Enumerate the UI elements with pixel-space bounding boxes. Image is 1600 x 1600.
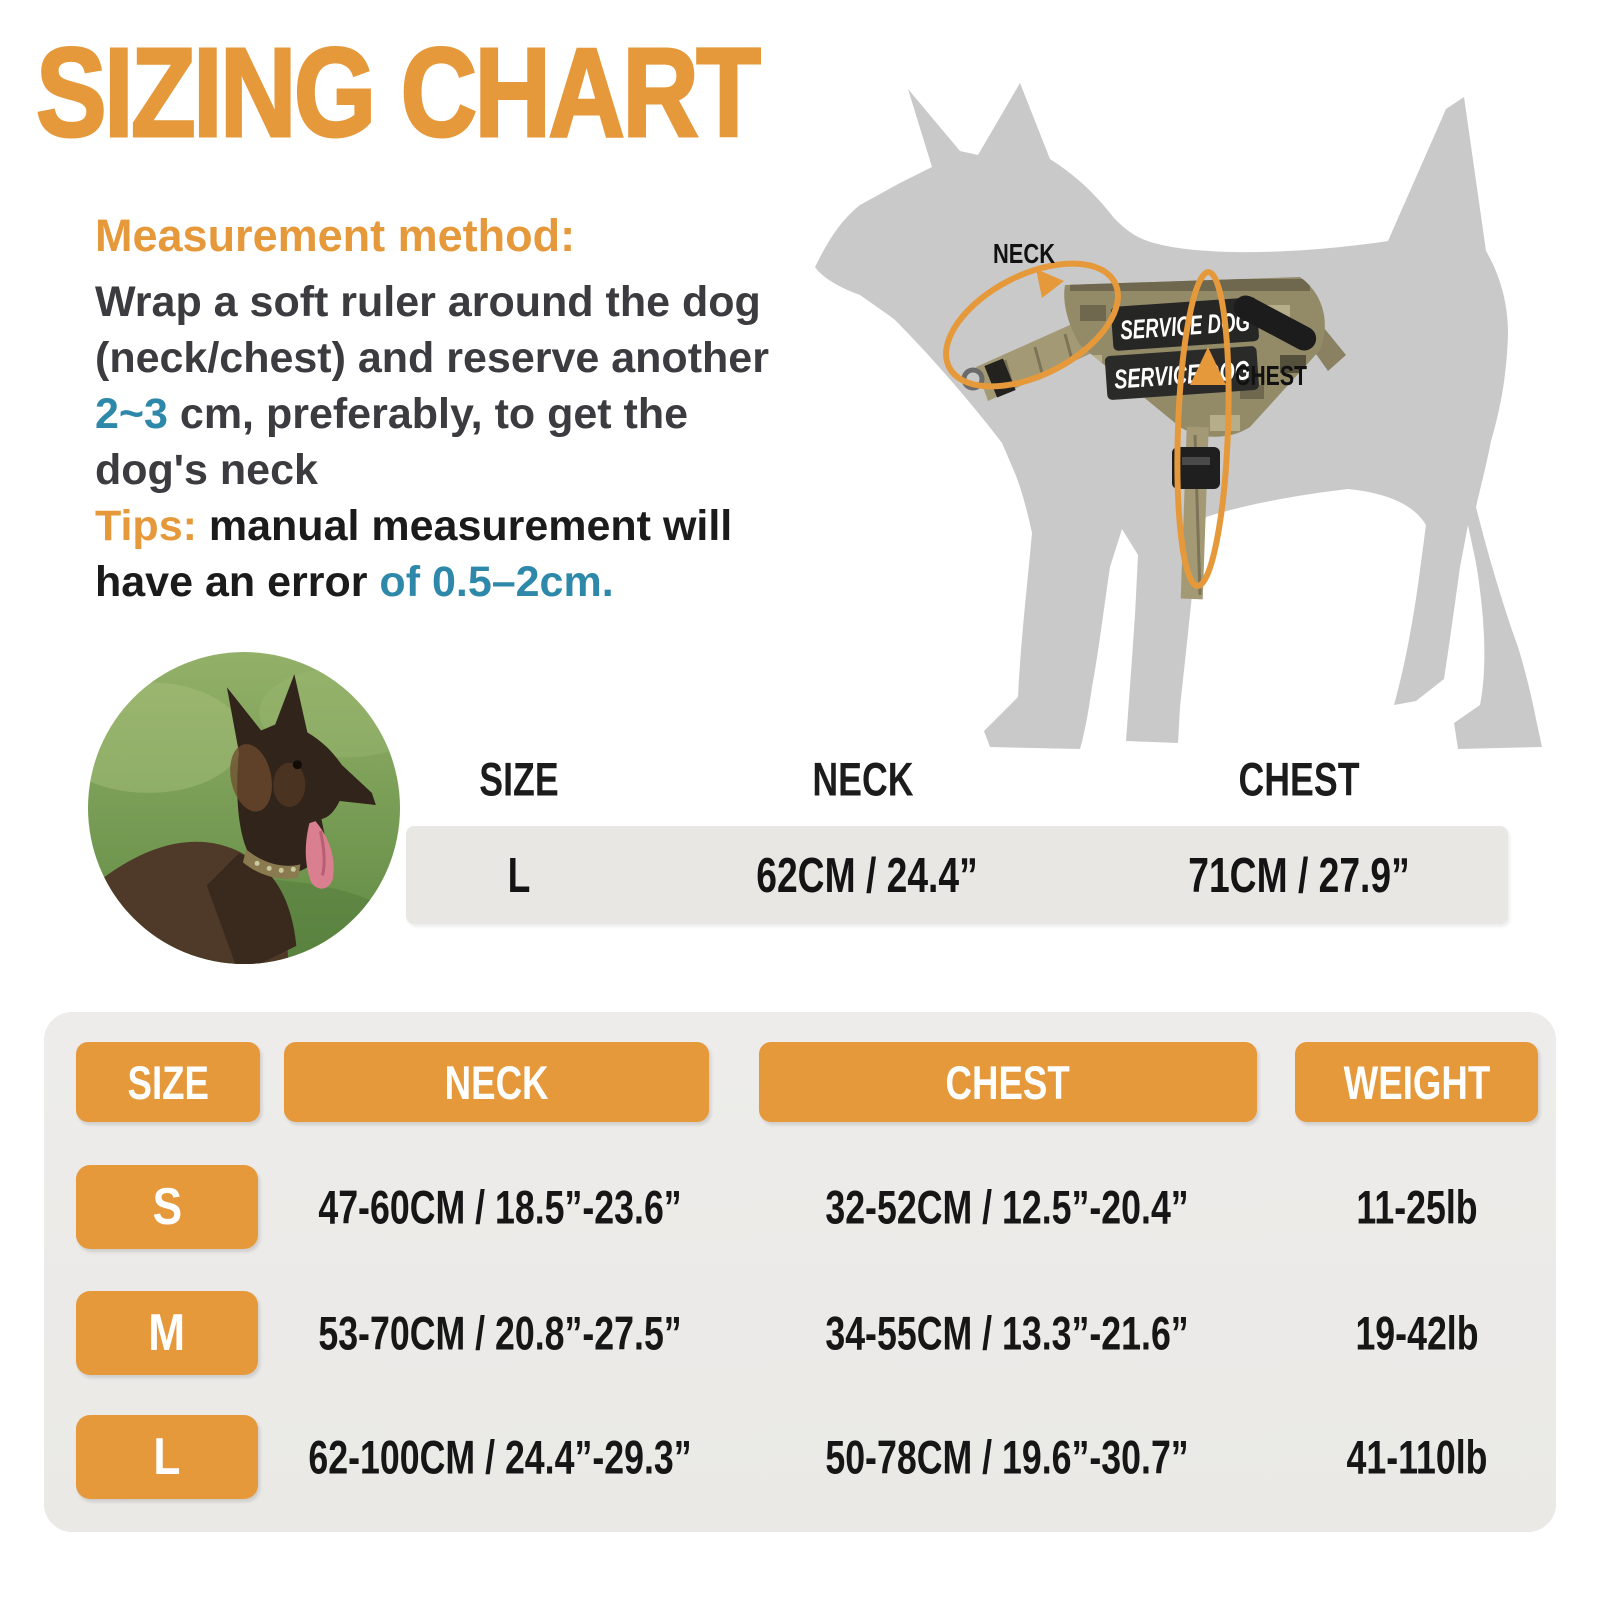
mid-table-neck-value: 62CM / 24.4” — [756, 849, 978, 903]
tips-line-1-rest: manual measurement will — [208, 502, 733, 550]
chest-measure-arrow — [1174, 269, 1232, 589]
mid-table-row — [406, 826, 1508, 924]
row-m-chest: 34-55CM / 13.3”-21.6” — [825, 1306, 1189, 1360]
measurement-line-3-rest: cm, preferably, to get the — [179, 390, 689, 438]
measurement-line-4: dog's neck — [95, 446, 318, 494]
neck-diagram-label: NECK — [993, 238, 1055, 269]
neck-measure-arrow — [943, 260, 1121, 390]
size-table-header-size: SIZE — [76, 1042, 260, 1122]
row-l-weight: 41-110lb — [1346, 1430, 1488, 1484]
page-title: SIZING CHART — [35, 21, 762, 165]
row-s-neck: 47-60CM / 18.5”-23.6” — [318, 1180, 682, 1234]
measurement-highlight: 2~3 — [95, 390, 168, 438]
dog-photo — [88, 652, 400, 964]
tips-line-1: Tips: manual measurement will — [95, 498, 855, 554]
measurement-method-block: Measurement method: Wrap a soft ruler ar… — [95, 208, 855, 498]
harness-handle — [1233, 295, 1317, 351]
mid-table-header-chest: CHEST — [1238, 752, 1360, 806]
tips-line-2: have an error of 0.5–2cm. — [95, 554, 855, 610]
row-s-chest: 32-52CM / 12.5”-20.4” — [825, 1180, 1189, 1234]
measurement-method-heading: Measurement method: — [95, 210, 576, 261]
tips-label: Tips: — [95, 502, 197, 550]
tips-line-2-start: have an error — [95, 558, 368, 606]
size-chip-s: S — [76, 1165, 258, 1249]
measurement-line-1: Wrap a soft ruler around the dog — [95, 278, 761, 326]
size-table-header-chest: CHEST — [759, 1042, 1257, 1122]
measurement-line-3: 2~3 cm, preferably, to get the — [95, 386, 855, 442]
chest-diagram-label: CHEST — [1235, 360, 1307, 391]
row-m-neck: 53-70CM / 20.8”-27.5” — [318, 1306, 682, 1360]
row-l-chest: 50-78CM / 19.6”-30.7” — [825, 1430, 1189, 1484]
mid-table-header-size: SIZE — [479, 752, 559, 806]
tips-highlight: of 0.5–2cm. — [379, 558, 614, 606]
size-table-header-neck: NECK — [284, 1042, 709, 1122]
mid-table-chest-value: 71CM / 27.9” — [1188, 849, 1410, 903]
mid-table-size-value: L — [507, 849, 531, 903]
tips-block: Tips: manual measurement will have an er… — [95, 498, 855, 610]
size-chip-m: M — [76, 1291, 258, 1375]
row-m-weight: 19-42lb — [1355, 1306, 1479, 1360]
mid-table-header-neck: NECK — [812, 752, 914, 806]
size-table-header-weight: WEIGHT — [1295, 1042, 1538, 1122]
measurement-line-2: (neck/chest) and reserve another — [95, 334, 769, 382]
dog-harness-diagram: SERVICE DOG SERVICE DOG NECK CHEST — [815, 83, 1542, 749]
dog-photo-illustration — [88, 652, 400, 964]
row-s-weight: 11-25lb — [1356, 1180, 1478, 1234]
row-l-neck: 62-100CM / 24.4”-29.3” — [308, 1430, 692, 1484]
size-chip-l: L — [76, 1415, 258, 1499]
